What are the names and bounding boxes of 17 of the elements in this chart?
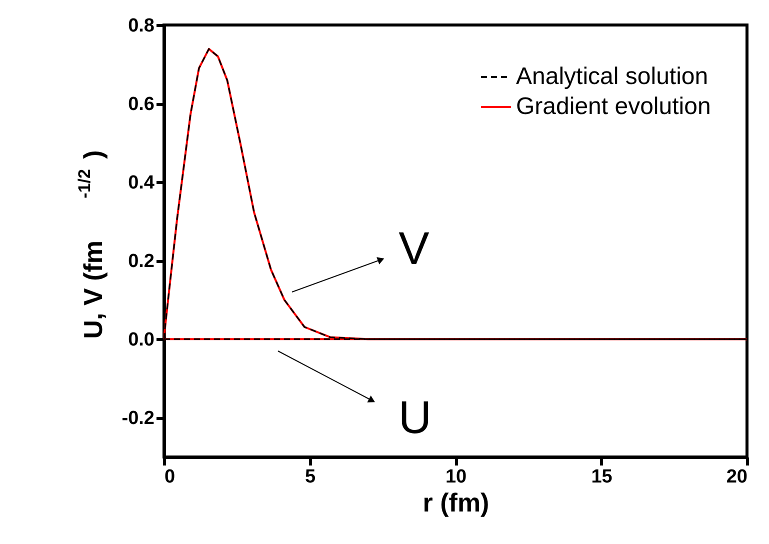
y-tick-label: 0.0 (128, 330, 154, 351)
y-tick-label: -0.2 (122, 408, 154, 430)
legend-label: Analytical solution (516, 63, 708, 90)
y-tick-label: 0.6 (128, 94, 154, 116)
x-tick-label: 20 (726, 466, 748, 488)
annotation: V (398, 222, 430, 274)
y-tick-label: 0.8 (128, 16, 154, 36)
annotation: U (398, 391, 432, 443)
x-tick-label: 5 (304, 466, 316, 488)
y-tick-label: 0.4 (128, 172, 155, 194)
y-tick-label: 0.2 (128, 251, 154, 272)
x-axis-title: r (fm) (422, 488, 490, 518)
legend-label: Gradient evolution (516, 93, 711, 120)
x-tick-label: 15 (591, 466, 613, 488)
x-tick-label: 0 (164, 466, 176, 488)
text: U, V (fm-1/2) (75, 150, 108, 339)
x-tick-label: 10 (445, 466, 467, 488)
